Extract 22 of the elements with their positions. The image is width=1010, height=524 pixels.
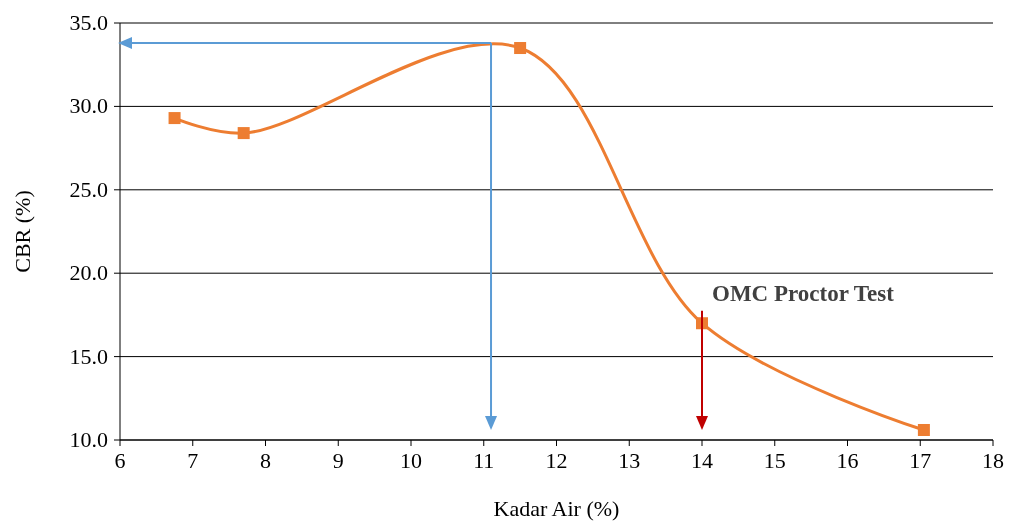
y-tick-label: 25.0 [69, 176, 108, 202]
x-tick-label: 16 [836, 448, 859, 473]
x-tick-label: 13 [618, 448, 641, 473]
ref-line-label: OMC Proctor Test [712, 280, 895, 306]
x-tick-label: 10 [400, 448, 422, 473]
x-tick-label: 17 [909, 448, 932, 473]
x-tick-label: 8 [260, 448, 271, 473]
x-tick-label: 11 [473, 448, 495, 473]
x-tick-label: 12 [545, 448, 568, 473]
y-tick-label: 30.0 [69, 93, 108, 119]
y-axis-title: CBR (%) [10, 190, 35, 273]
x-tick-label: 7 [187, 448, 199, 473]
x-tick-label: 14 [691, 448, 713, 473]
y-tick-label: 10.0 [69, 427, 108, 452]
x-tick-label: 15 [763, 448, 786, 473]
x-tick-label: 6 [114, 448, 126, 473]
y-tick-label: 35.0 [69, 10, 108, 35]
x-axis-title: Kadar Air (%) [493, 496, 620, 521]
x-tick-label: 9 [332, 448, 344, 473]
y-tick-label: 15.0 [69, 343, 108, 369]
x-tick-label: 18 [982, 448, 1004, 473]
y-tick-label: 20.0 [69, 260, 108, 286]
